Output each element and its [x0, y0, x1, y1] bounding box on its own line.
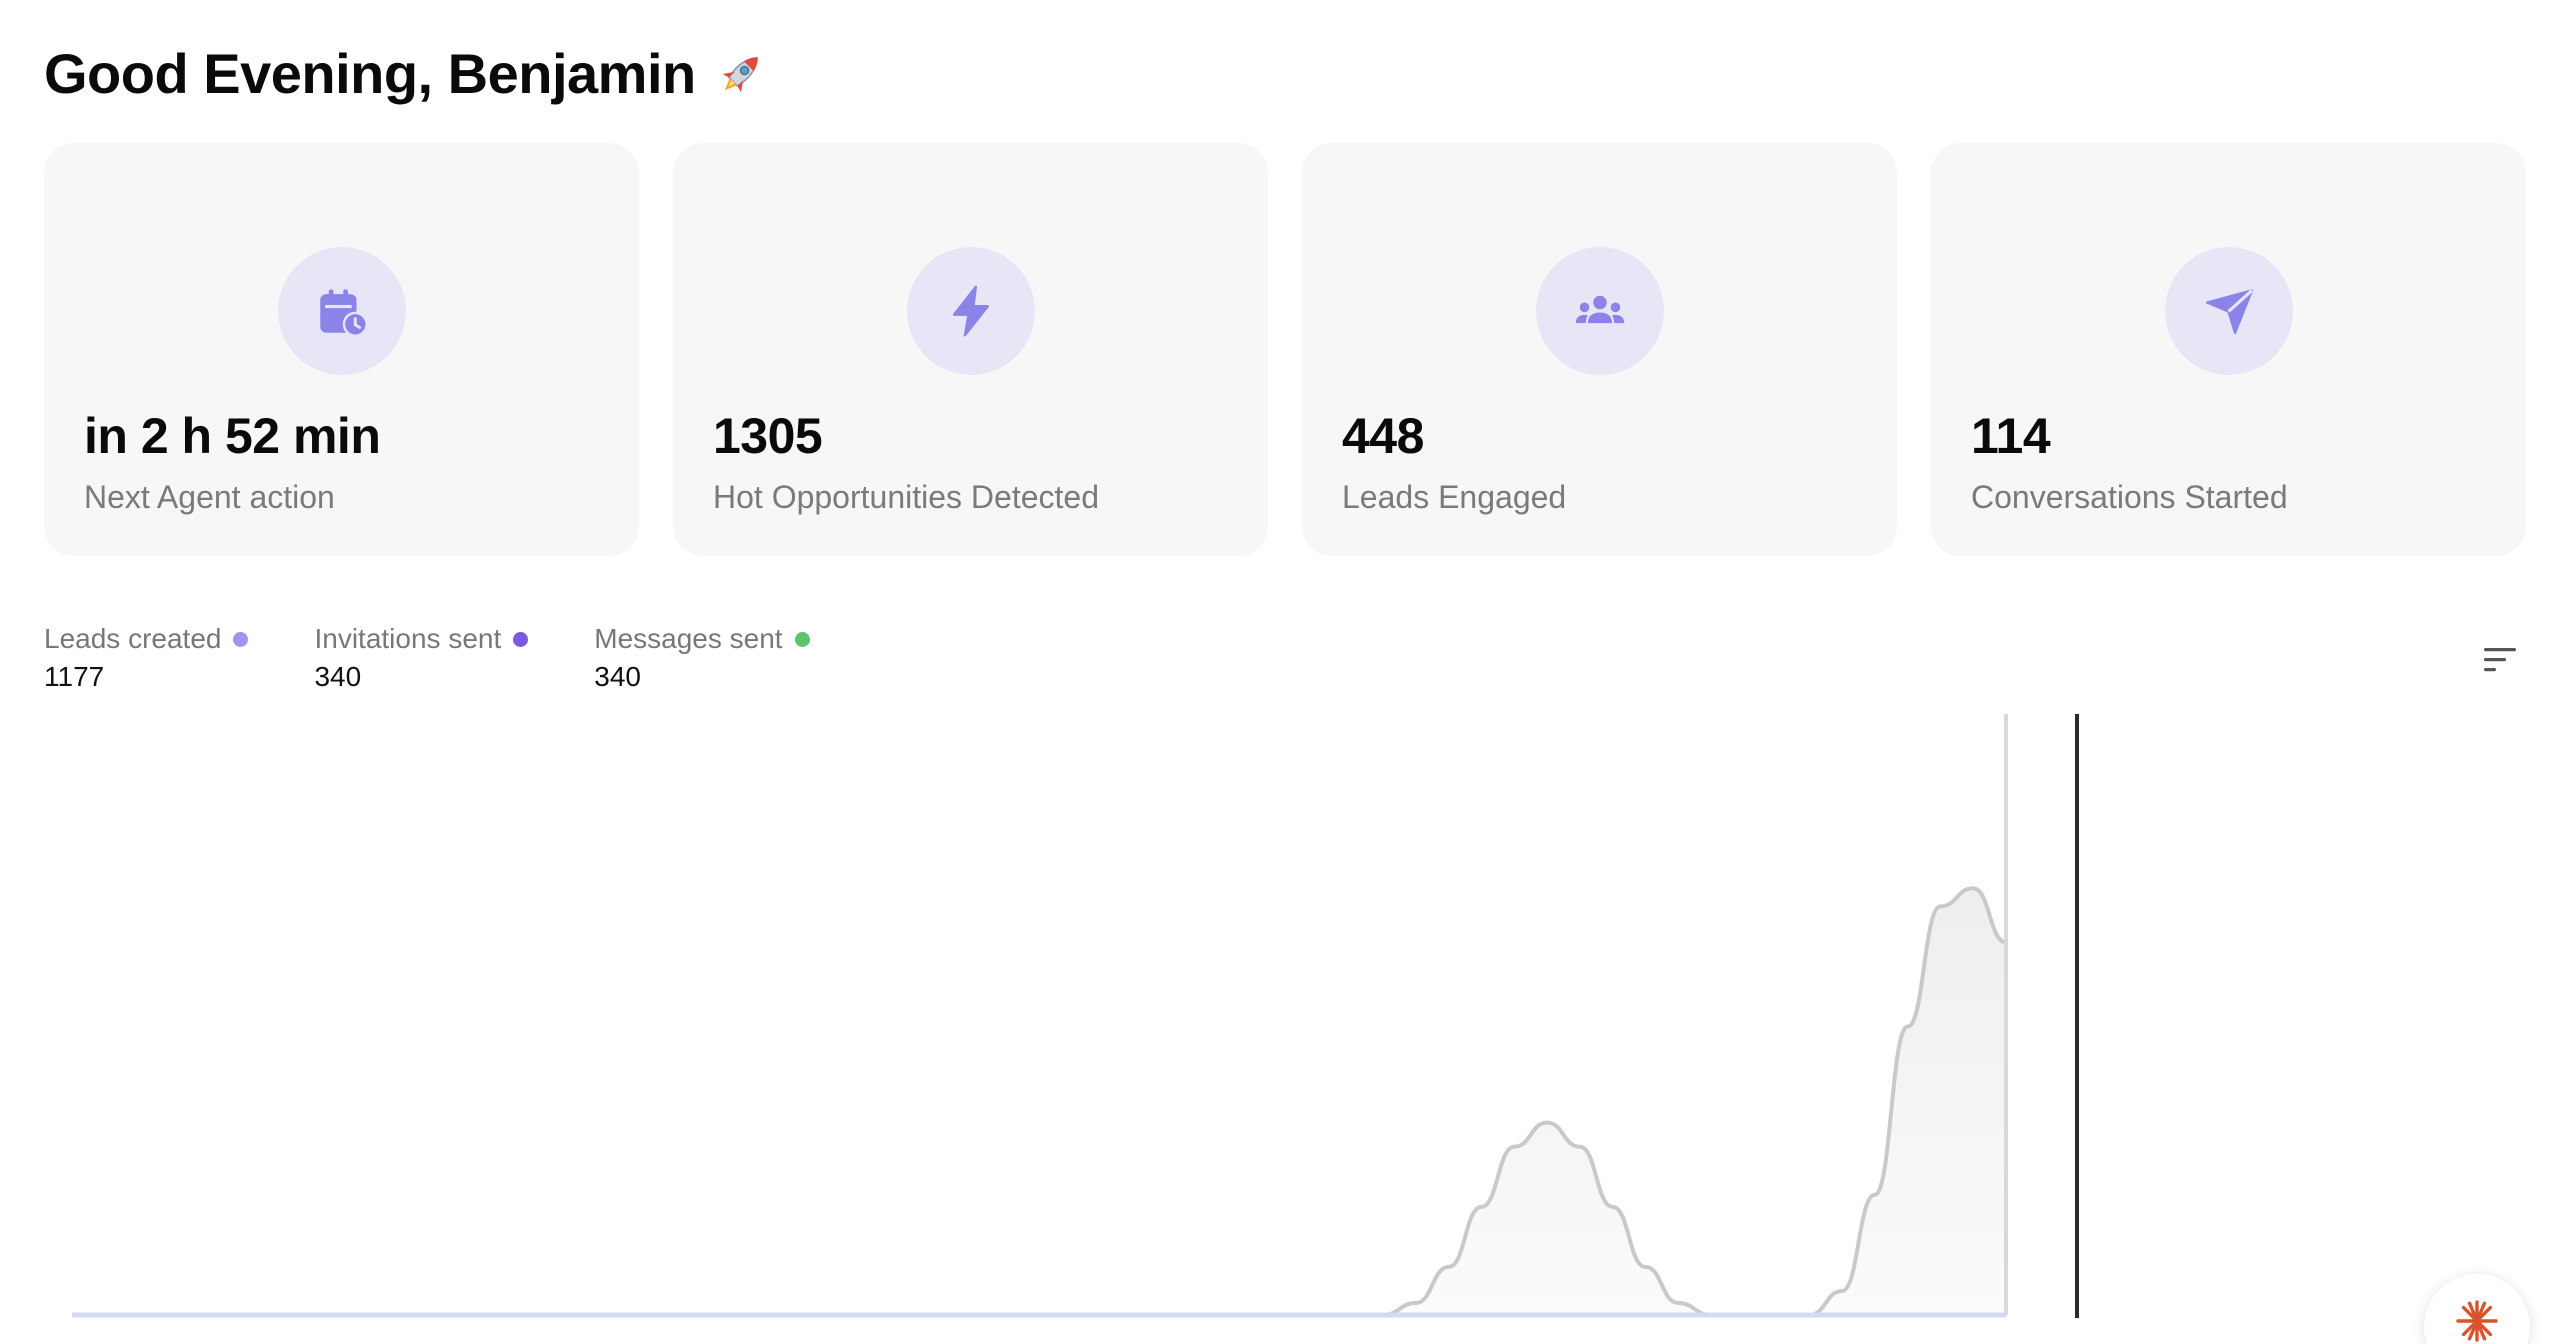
stat-label: Leads Engaged	[1342, 479, 1567, 515]
icon-badge	[906, 247, 1035, 375]
legend-count: 340	[594, 661, 641, 692]
stat-label: Next Agent action	[84, 479, 335, 515]
series-line-leads-created	[71, 886, 2007, 1317]
users-group-icon	[1575, 295, 1624, 324]
icon-badge	[2164, 247, 2293, 375]
legend-dot	[513, 631, 529, 647]
icon-badge	[277, 247, 406, 375]
send-plane-icon	[2205, 289, 2253, 334]
series-area-leads-created	[72, 888, 2006, 1315]
legend-label: Messages sent	[594, 623, 783, 654]
sparkle-icon	[2456, 1300, 2498, 1342]
stat-card-conversations: 114 Conversations Started	[1931, 143, 2526, 556]
legend-count: 340	[314, 661, 362, 692]
legend-item-messages-sent[interactable]: Messages sent 340	[594, 620, 810, 696]
stat-card-leads-engaged: 448 Leads Engaged	[1302, 143, 1897, 556]
stat-value: 448	[1342, 408, 1424, 464]
activity-chart	[71, 714, 2079, 1318]
rocket-icon	[722, 56, 758, 93]
legend-dot	[794, 631, 810, 647]
stat-value: 114	[1971, 408, 2051, 464]
lightning-bolt-icon	[952, 285, 989, 337]
stat-card-next-action: in 2 h 52 min Next Agent action	[44, 143, 639, 556]
icon-badge	[1535, 247, 1664, 375]
sort-filter-icon[interactable]	[2478, 642, 2522, 678]
stat-card-hot-opportunities: 1305 Hot Opportunities Detected	[673, 143, 1268, 556]
stat-value: in 2 h 52 min	[84, 408, 381, 464]
chart-legend: Leads created 1177 Invitations sent 340 …	[44, 620, 876, 696]
stats-cards: in 2 h 52 min Next Agent action 1305 Hot…	[44, 143, 2526, 556]
legend-item-invitations-sent[interactable]: Invitations sent 340	[314, 620, 529, 696]
legend-label: Leads created	[44, 623, 222, 654]
stat-label: Hot Opportunities Detected	[713, 479, 1099, 515]
calendar-clock-icon	[319, 289, 368, 337]
legend-count: 1177	[44, 661, 105, 692]
stat-label: Conversations Started	[1971, 479, 2288, 515]
page-title: Good Evening, Benjamin	[44, 36, 768, 112]
stat-value: 1305	[713, 408, 823, 464]
greeting-text: Good Evening, Benjamin	[44, 42, 696, 105]
legend-label: Invitations sent	[314, 623, 502, 654]
legend-item-leads-created[interactable]: Leads created 1177	[44, 620, 249, 696]
legend-dot	[233, 631, 249, 647]
